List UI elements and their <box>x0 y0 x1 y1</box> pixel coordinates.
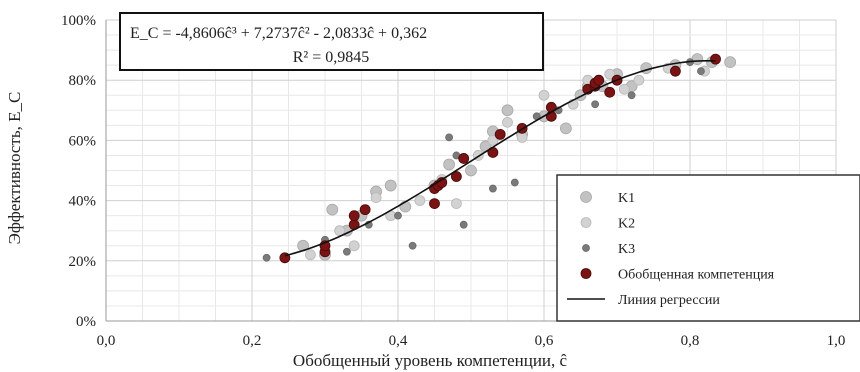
x-tick-label: 0,0 <box>97 333 116 349</box>
legend-label: K2 <box>618 217 635 232</box>
data-point <box>450 171 462 182</box>
y-tick-label: 60% <box>69 133 97 149</box>
data-points <box>262 53 737 264</box>
y-tick-label: 40% <box>69 194 97 210</box>
x-tick-label: 1,0 <box>827 333 846 349</box>
y-tick-label: 0% <box>76 314 96 330</box>
data-point <box>443 158 456 171</box>
equation-box: E_C = -4,8606ĉ³ + 7,2737ĉ² - 2,0833ĉ + 0… <box>119 12 544 71</box>
data-point <box>724 56 737 69</box>
x-tick-label: 0,8 <box>681 333 700 349</box>
y-axis-label: Эффективность, E_C <box>5 92 24 245</box>
data-point <box>359 204 371 216</box>
legend-label: Обобщенная компетенция <box>618 268 775 283</box>
data-point <box>627 91 636 100</box>
data-point <box>487 134 499 146</box>
regression-line <box>284 60 716 257</box>
data-point <box>633 74 645 86</box>
data-point <box>710 53 721 65</box>
series-3 <box>262 58 705 262</box>
data-point <box>458 153 470 164</box>
data-point <box>459 220 468 229</box>
data-point <box>560 122 572 135</box>
x-tick-labels: 0,0 0,2 0,4 0,6 0,8 1,0 <box>97 333 846 349</box>
x-tick-label: 0,4 <box>389 333 408 349</box>
data-point <box>414 195 426 207</box>
data-point <box>604 68 616 80</box>
data-point <box>304 249 316 261</box>
data-point <box>618 83 630 95</box>
regression-equation: E_C = -4,8606ĉ³ + 7,2737ĉ² - 2,0833ĉ + 0… <box>130 25 427 42</box>
data-point <box>429 198 440 210</box>
data-point <box>697 67 705 76</box>
data-point <box>670 65 681 77</box>
r-squared-label: R² = 0,9845 <box>293 49 370 66</box>
data-point <box>494 128 506 140</box>
data-point <box>326 203 339 216</box>
series-2 <box>304 62 710 261</box>
legend-label: K3 <box>618 242 635 257</box>
data-point <box>465 164 477 177</box>
x-tick-label: 0,2 <box>243 333 262 349</box>
data-point <box>502 116 513 128</box>
data-point <box>591 100 599 109</box>
legend-label: K1 <box>618 191 635 206</box>
legend-marker <box>582 244 590 252</box>
data-point <box>342 247 351 256</box>
data-point <box>384 179 397 192</box>
data-point <box>408 241 417 250</box>
data-point <box>488 184 497 193</box>
legend-label: Линия регрессии <box>618 293 720 308</box>
data-point <box>450 198 462 210</box>
legend-box <box>556 174 860 322</box>
data-point <box>348 210 360 222</box>
y-tick-label: 100% <box>61 13 96 29</box>
x-tick-label: 0,6 <box>535 333 554 349</box>
data-point <box>538 89 550 101</box>
data-point <box>510 178 519 187</box>
legend: K1 K2 K3 Обобщенная компетенция Линия регрес… <box>556 174 860 322</box>
data-point <box>262 253 271 262</box>
y-tick-label: 80% <box>69 73 97 89</box>
data-point <box>604 86 616 98</box>
y-tick-label: 20% <box>69 254 97 270</box>
data-point <box>501 104 514 117</box>
data-point <box>370 192 382 203</box>
x-axis-label: Обобщенный уровень компетенции, ĉ <box>293 351 568 370</box>
data-point <box>593 74 605 86</box>
data-point <box>394 211 402 220</box>
legend-marker <box>580 217 592 228</box>
data-point <box>348 240 360 252</box>
y-tick-labels: 0% 20% 40% 60% 80% 100% <box>61 13 96 330</box>
legend-marker <box>580 191 592 203</box>
legend-marker <box>580 268 592 279</box>
data-point <box>445 133 454 142</box>
data-point <box>516 131 528 143</box>
